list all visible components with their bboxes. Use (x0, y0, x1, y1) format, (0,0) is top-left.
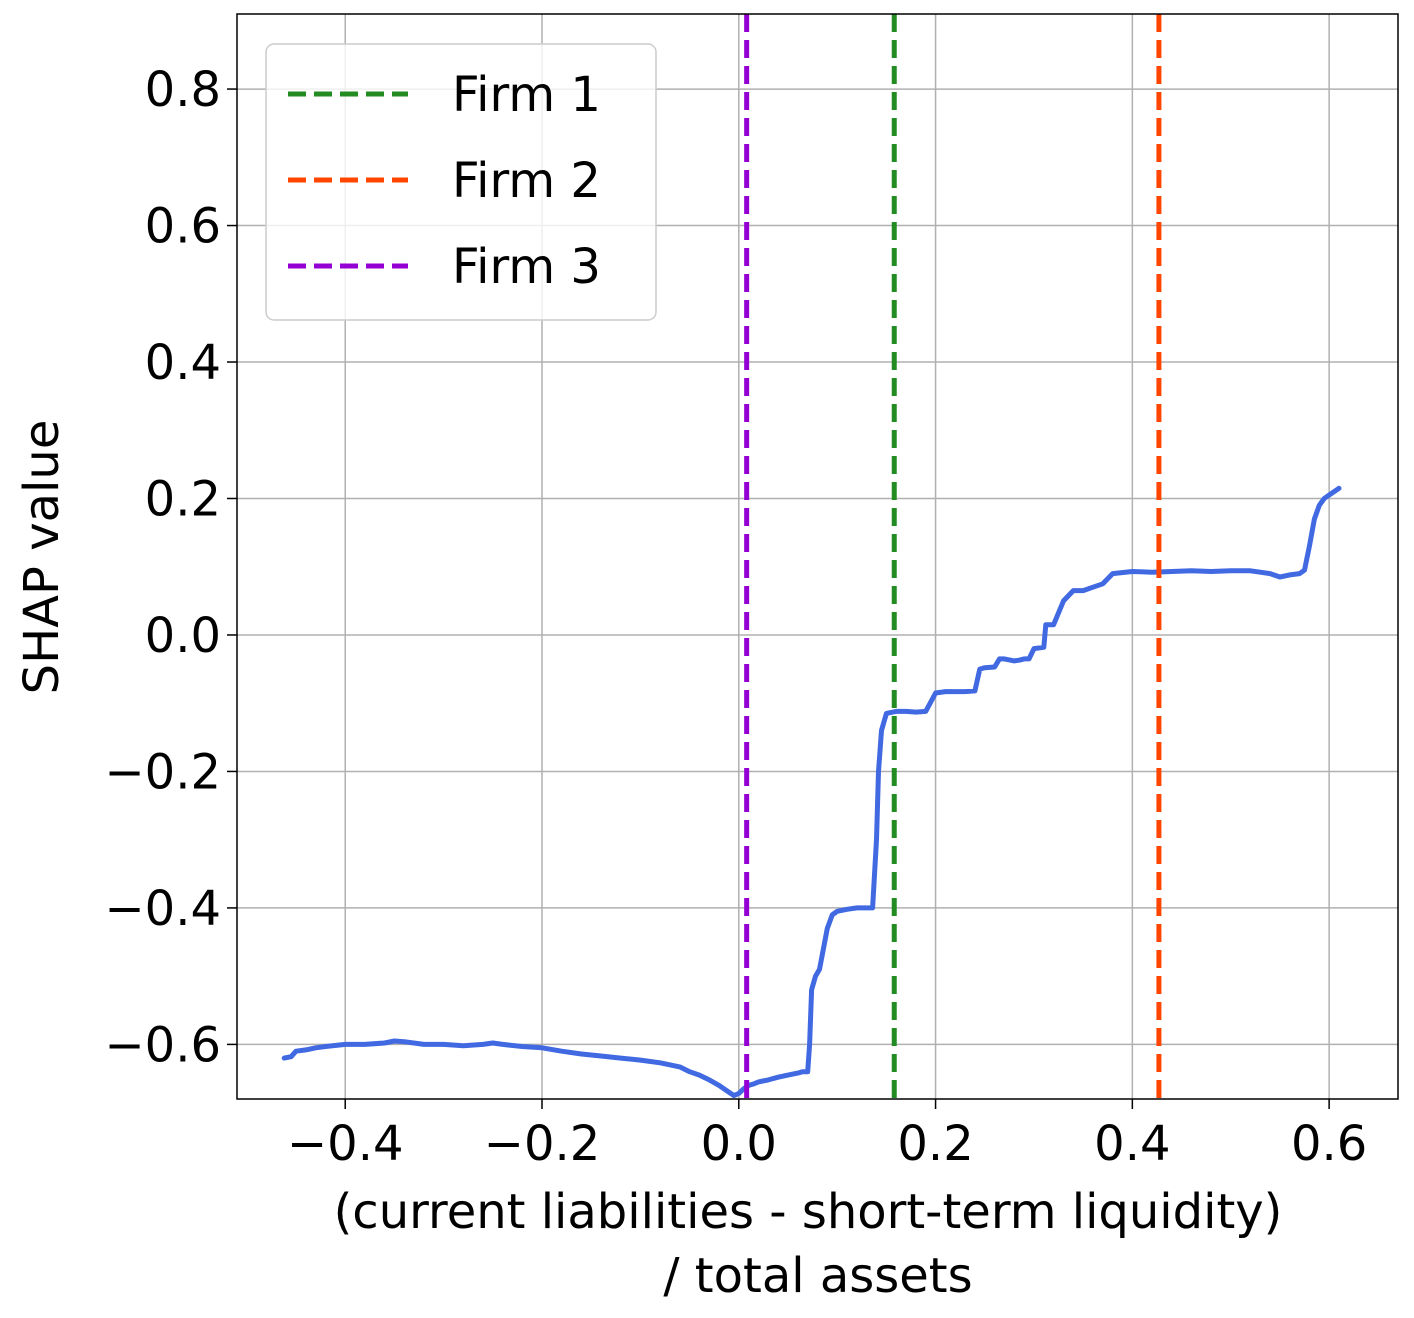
legend: Firm 1 Firm 2 Firm 3 (265, 43, 657, 321)
legend-items: Firm 1 Firm 2 Firm 3 (288, 67, 601, 295)
y-tick-label: 0.4 (145, 335, 221, 391)
y-tick-label: 0.2 (145, 471, 221, 527)
x-tick-label: 0.2 (897, 1116, 973, 1172)
x-tick-label: −0.2 (484, 1116, 601, 1172)
firm-marker-lines (744, 14, 1162, 1099)
x-axis-label-line-1: (current liabilities - short-term liquid… (334, 1184, 1283, 1240)
legend-label-firm-3: Firm 3 (452, 239, 601, 295)
legend-label-firm-2: Firm 2 (452, 153, 601, 209)
legend-box (265, 43, 657, 321)
shap-series-line (281, 485, 1342, 1099)
legend-label-firm-1: Firm 1 (452, 67, 601, 123)
x-tick-label: 0.6 (1291, 1116, 1367, 1172)
data-series (281, 485, 1342, 1099)
y-tick-label: −0.4 (104, 881, 221, 937)
plot-frame (236, 13, 1399, 1100)
x-axis-label: (current liabilities - short-term liquid… (334, 1184, 1283, 1304)
y-tick-label: −0.2 (104, 744, 221, 800)
y-tick-label: 0.6 (145, 199, 221, 255)
y-tick-label: 0.8 (145, 62, 221, 118)
x-axis-label-line-2: / total assets (663, 1248, 972, 1304)
y-tick-label: −0.6 (104, 1017, 221, 1073)
x-tick-label: 0.4 (1094, 1116, 1170, 1172)
y-axis-label: SHAP value (14, 420, 70, 695)
y-tick-label: 0.0 (145, 608, 221, 664)
grid-lines (237, 14, 1398, 1099)
x-tick-label: −0.4 (287, 1116, 404, 1172)
x-tick-label: 0.0 (701, 1116, 777, 1172)
axis-ticks: −0.4 −0.2 0.0 0.2 0.4 0.6 −0.6 −0.4 −0.2 0.0 0.2 0.… (104, 62, 1367, 1172)
